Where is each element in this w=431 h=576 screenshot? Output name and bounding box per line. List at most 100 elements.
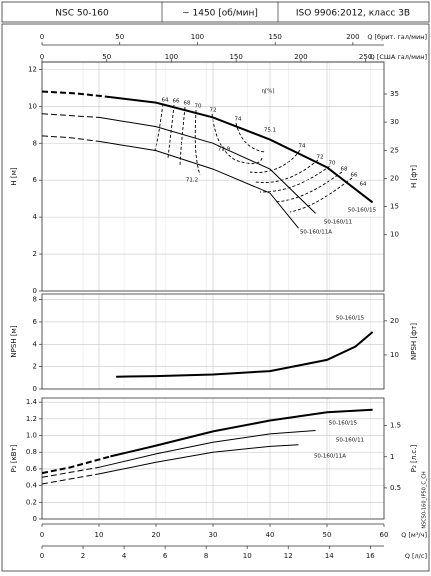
y-tick-label: 10 [28, 102, 37, 110]
y2-tick-label: 15 [390, 203, 399, 211]
q-uk-tick-label: 0 [40, 33, 44, 41]
efficiency-isoline [249, 149, 301, 173]
efficiency-isoline [179, 106, 186, 166]
q-us-tick-label: 50 [102, 53, 111, 61]
panel-frame [41, 293, 385, 390]
annotation: 70 [329, 161, 336, 167]
curve [41, 135, 100, 142]
y-tick-label: 0 [33, 515, 37, 523]
annotation: 50-160/11A [314, 454, 346, 460]
annotation: 72.9 [218, 147, 231, 153]
q-ls-tick-label: 2 [81, 552, 85, 560]
annotation: 68 [341, 167, 348, 173]
sheet-frame [1, 23, 430, 572]
annotation: 50-160/15 [329, 421, 358, 427]
y2-tick-label: 20 [390, 174, 399, 182]
q-ls-axis-label: Q [л/с] [405, 552, 427, 560]
q-ls-tick-label: 16 [366, 552, 375, 560]
q-m3h-axis-label: Q [м³/ч] [401, 531, 427, 539]
y-tick-label: 6 [33, 176, 38, 184]
annotation: 50-160/11 [336, 438, 364, 444]
q-uk-tick-label: 50 [115, 33, 124, 41]
curve [110, 408, 373, 458]
q-us-tick-label: 150 [229, 53, 242, 61]
q-ls-tick-label: 10 [243, 552, 252, 560]
y-tick-label: 1.2 [26, 415, 37, 423]
y-tick-label: 4 [33, 340, 38, 348]
q-ls-tick-label: 0 [40, 552, 44, 560]
curve [110, 96, 374, 204]
y2-axis-label: P₂ [л.с.] [410, 444, 418, 472]
annotation: 72 [317, 155, 324, 161]
q-us-tick-label: 200 [294, 53, 307, 61]
annotation: 66 [351, 173, 358, 179]
annotation: 50-160/15 [336, 316, 365, 322]
y-tick-label: 1.0 [26, 432, 37, 440]
q-us-tick-label: 0 [40, 53, 44, 61]
y-tick-label: 8 [33, 296, 37, 304]
curve [41, 473, 100, 485]
q-m3h-tick-label: 0 [40, 531, 44, 539]
y-tick-label: 1.4 [26, 398, 38, 406]
header-speed: ~ 1450 [об/мин] [182, 9, 258, 19]
efficiency-isoline [289, 177, 353, 213]
y-tick-label: 0.4 [26, 482, 38, 490]
y-tick-label: 2 [33, 250, 37, 258]
annotation: 64 [162, 98, 169, 104]
header-box [1, 1, 430, 23]
y2-axis-label: H [фт] [410, 165, 418, 188]
annotation: η[%] [261, 89, 274, 95]
panel-frame [41, 61, 385, 292]
y-tick-label: 0.6 [26, 465, 38, 473]
q-m3h-tick-label: 20 [152, 531, 161, 539]
y2-tick-label: 35 [390, 90, 399, 98]
y2-tick-label: 0.5 [390, 484, 401, 492]
q-m3h-tick-label: 50 [323, 531, 332, 539]
y-tick-label: 0 [33, 385, 37, 393]
y-tick-label: 12 [28, 65, 37, 73]
q-us-tick-label: 100 [165, 53, 178, 61]
curve [98, 140, 299, 229]
curve [98, 116, 316, 214]
curve [98, 444, 299, 475]
efficiency-isoline [274, 171, 343, 203]
y-tick-label: 0.8 [26, 448, 37, 456]
y2-axis-label: NPSH [фт] [410, 323, 418, 360]
curve [41, 90, 111, 99]
q-us-tick-label: 250 [359, 53, 372, 61]
curve [41, 455, 111, 475]
annotation: 71.2 [186, 178, 198, 184]
y-tick-label: 0.2 [26, 498, 37, 506]
q-ls-tick-label: 4 [122, 552, 127, 560]
efficiency-isoline [259, 165, 331, 193]
efficiency-isoline [211, 113, 263, 164]
efficiency-isoline [194, 109, 201, 176]
y2-tick-label: 10 [390, 351, 399, 359]
y2-tick-label: 20 [390, 317, 399, 325]
q-ls-tick-label: 6 [163, 552, 168, 560]
q-m3h-tick-label: 30 [209, 531, 218, 539]
annotation: 50-160/15 [348, 208, 377, 214]
y-axis-label: H [м] [10, 167, 18, 186]
efficiency-isoline [254, 159, 319, 183]
y-tick-label: 6 [33, 318, 38, 326]
y-tick-label: 0 [33, 287, 37, 295]
curve [116, 331, 374, 378]
q-m3h-tick-label: 40 [266, 531, 275, 539]
curve [41, 466, 100, 478]
annotation: 50-160/11 [324, 220, 352, 226]
header-standard: ISO 9906:2012, класс 3B [296, 9, 410, 19]
q-us-axis-label: Q [США гал/мин] [370, 53, 427, 61]
annotation: 75.1 [264, 128, 276, 134]
curve [98, 430, 316, 468]
y-axis-label: NPSH [м] [10, 325, 18, 357]
annotation: 74 [235, 117, 242, 123]
annotation: 74 [299, 144, 306, 150]
q-uk-tick-label: 200 [346, 33, 359, 41]
q-uk-axis-label: Q [брит. гал/мин] [367, 33, 427, 41]
y-tick-label: 4 [33, 213, 38, 221]
y-tick-label: 2 [33, 363, 37, 371]
y2-tick-label: 30 [390, 118, 399, 126]
y2-tick-label: 1.5 [390, 422, 401, 430]
